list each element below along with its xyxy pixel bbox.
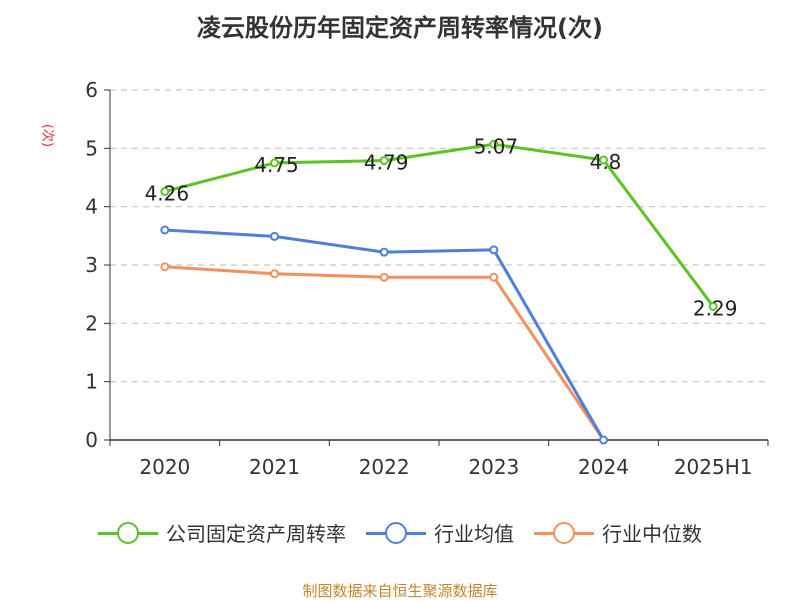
y-tick-label: 0 xyxy=(85,428,98,452)
y-tick-label: 2 xyxy=(85,311,98,335)
legend-marker-company xyxy=(98,519,158,547)
legend-label-industry-mean: 行业均值 xyxy=(434,522,514,546)
data-label: 4.8 xyxy=(590,150,622,174)
data-label: 5.07 xyxy=(474,134,519,158)
tick-labels: 0 1 2 3 4 5 6 2020 2021 2022 2023 2024 2025H1 xyxy=(85,78,752,479)
data-point xyxy=(599,155,608,165)
series-line-1 xyxy=(164,228,605,441)
legend-marker-industry-median xyxy=(534,519,594,547)
y-tick-label: 4 xyxy=(85,195,98,219)
data-point xyxy=(379,156,389,166)
axes xyxy=(104,89,769,446)
legend-label-company: 公司固定资产周转率 xyxy=(166,522,346,546)
data-point xyxy=(270,231,279,241)
y-tick-label: 1 xyxy=(85,370,98,394)
data-point xyxy=(270,158,279,168)
data-point xyxy=(160,262,170,272)
data-point xyxy=(599,435,608,445)
legend: 公司固定资产周转率 行业均值 行业中位数 xyxy=(0,518,800,547)
data-label: 4.26 xyxy=(145,182,190,206)
chart-title: 凌云股份历年固定资产周转率情况(次) xyxy=(197,14,603,42)
legend-marker-industry-mean xyxy=(366,519,426,547)
x-tick-label: 2024 xyxy=(578,455,629,479)
series-line-0 xyxy=(164,142,715,308)
grid-lines xyxy=(110,89,768,383)
data-point xyxy=(379,272,389,282)
data-point xyxy=(160,225,170,235)
legend-item-industry-mean[interactable]: 行业均值 xyxy=(366,518,514,547)
series-lines xyxy=(160,139,718,445)
legend-item-company[interactable]: 公司固定资产周转率 xyxy=(98,518,346,547)
legend-label-industry-median: 行业中位数 xyxy=(602,522,702,546)
y-tick-label: 6 xyxy=(85,78,98,102)
data-point xyxy=(708,301,718,311)
legend-item-industry-median[interactable]: 行业中位数 xyxy=(534,518,702,547)
x-tick-label: 2023 xyxy=(468,455,519,479)
data-point xyxy=(270,269,279,279)
data-point xyxy=(489,139,499,149)
y-tick-label: 3 xyxy=(85,253,98,277)
x-tick-label: 2020 xyxy=(139,455,190,479)
data-point xyxy=(489,245,499,255)
data-labels: 4.26 4.75 4.79 5.07 4.8 2.29 xyxy=(145,134,738,320)
data-label: 2.29 xyxy=(693,296,738,320)
x-tick-label: 2021 xyxy=(249,455,300,479)
y-tick-label: 5 xyxy=(85,136,98,160)
series-line-2 xyxy=(164,265,605,441)
source-note: 制图数据来自恒生聚源数据库 xyxy=(302,582,498,600)
x-tick-label: 2022 xyxy=(359,455,410,479)
data-point xyxy=(379,247,389,257)
x-tick-label: 2025H1 xyxy=(674,455,753,479)
data-point xyxy=(489,272,499,282)
data-label: 4.79 xyxy=(364,151,409,175)
data-point xyxy=(160,187,170,196)
data-label: 4.75 xyxy=(254,153,299,177)
